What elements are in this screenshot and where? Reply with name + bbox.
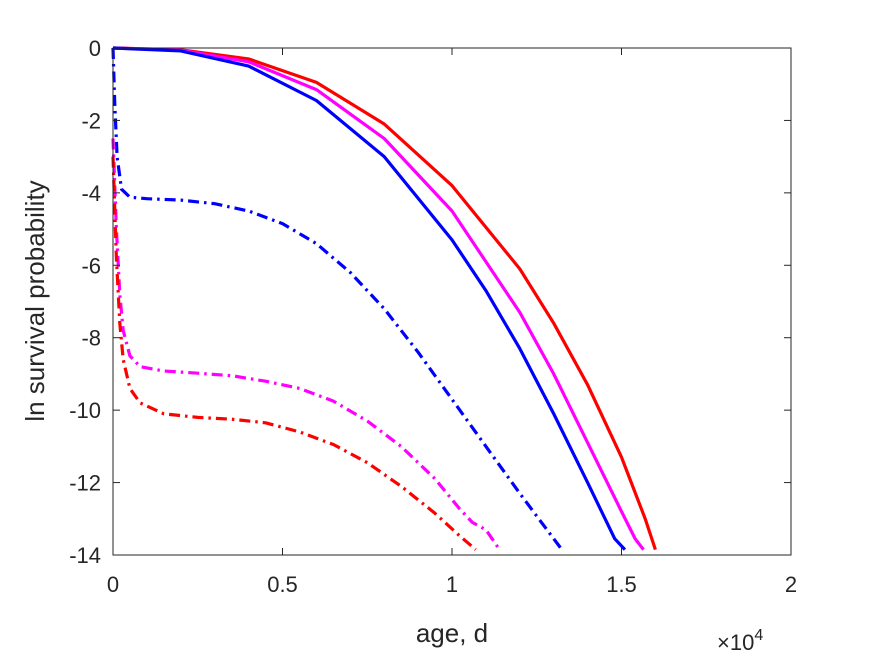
tick-layer: 0 0.5 1 1.5 2 0 -2 -4 -6 -8 -10 -12 -14 (69, 36, 797, 597)
x-multiplier-base: ×10 (717, 630, 754, 655)
y-tick-label: -10 (69, 398, 101, 423)
series-line-4 (111, 47, 562, 549)
x-tick-label: 1 (446, 572, 458, 597)
y-axis-label: ln survival probability (20, 180, 50, 421)
x-multiplier-exponent: 4 (754, 627, 763, 644)
series-line-6 (111, 156, 477, 551)
x-axis-multiplier: ×104 (717, 627, 763, 655)
series-line-3 (112, 46, 627, 551)
x-tick-label: 1.5 (606, 572, 637, 597)
x-tick-label: 2 (785, 572, 797, 597)
plot-area (113, 48, 791, 555)
y-tick-label: -2 (81, 108, 101, 133)
series-line-2 (112, 46, 645, 551)
series-line-1 (112, 46, 657, 551)
x-tick-label: 0 (107, 572, 119, 597)
y-tick-label: -12 (69, 471, 101, 496)
y-tick-label: -8 (81, 326, 101, 351)
y-tick-label: -6 (81, 253, 101, 278)
x-axis-label: age, d (416, 618, 488, 648)
y-tick-label: 0 (89, 36, 101, 61)
y-tick-label: -4 (81, 181, 101, 206)
y-tick-label: -14 (69, 543, 101, 568)
x-tick-label: 0.5 (267, 572, 298, 597)
series-line-5 (111, 138, 501, 551)
series-layer (111, 46, 657, 551)
